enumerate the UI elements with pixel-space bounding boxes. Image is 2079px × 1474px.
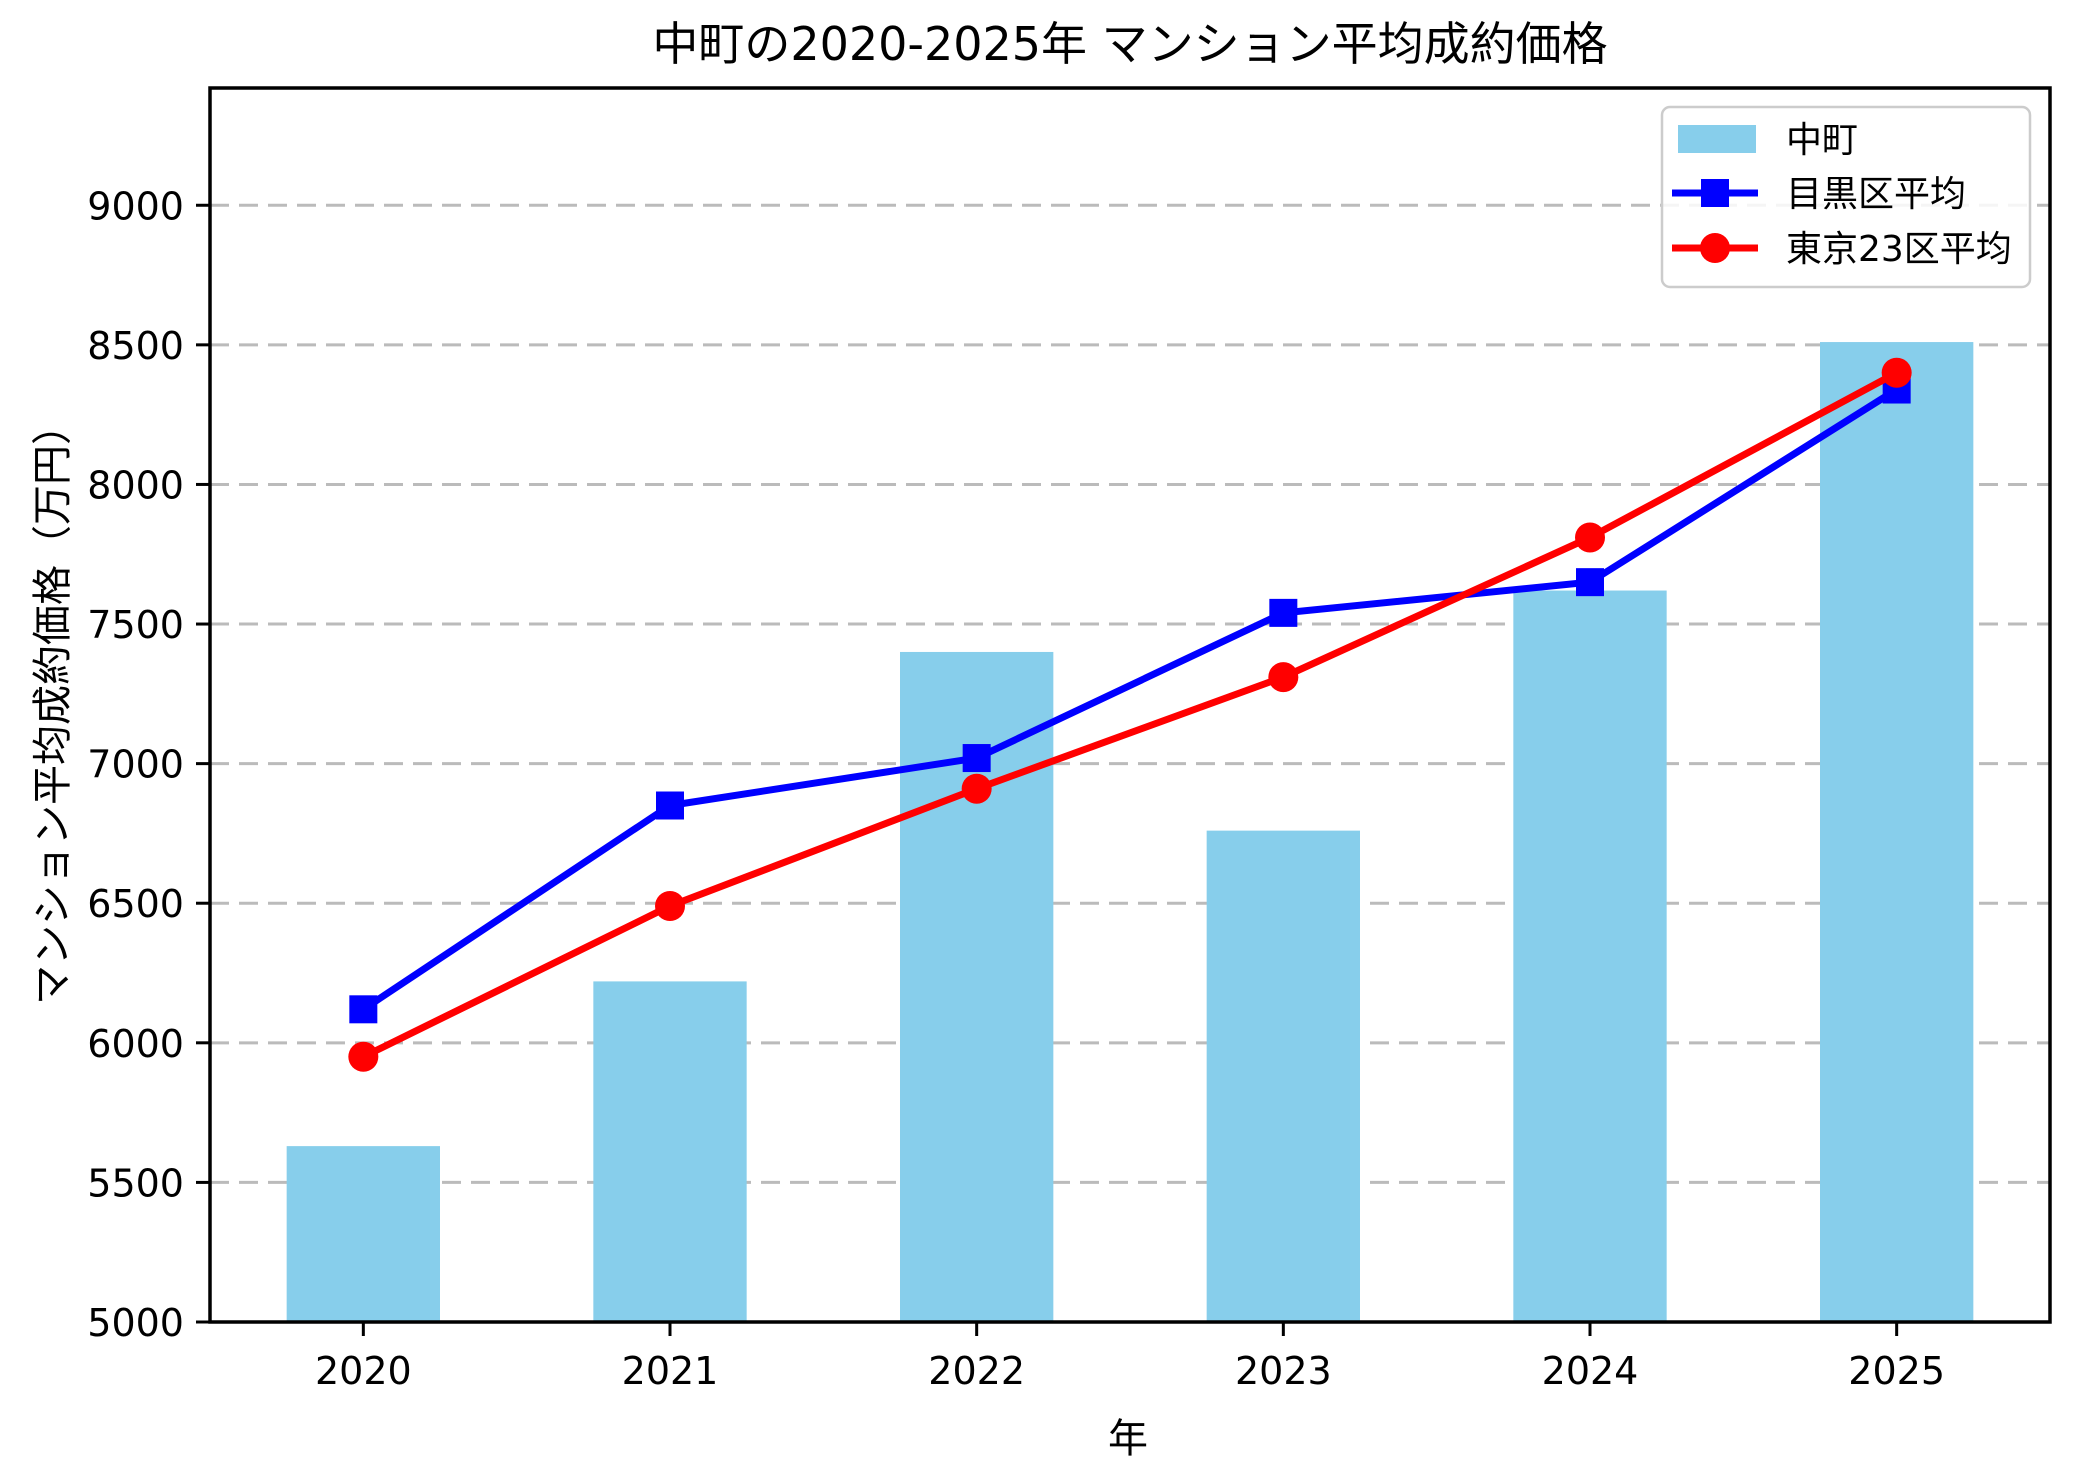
y-tick-label-5000: 5000 xyxy=(87,1301,184,1345)
square-marker-2023 xyxy=(1269,598,1298,627)
square-marker-2020 xyxy=(349,995,378,1024)
circle-marker-2021 xyxy=(655,891,685,922)
x-tick-label-2025: 2025 xyxy=(1848,1349,1945,1393)
y-tick-label-8500: 8500 xyxy=(87,324,184,368)
x-tick-label-2023: 2023 xyxy=(1235,1349,1332,1393)
chart-title: 中町の2020-2025年 マンション平均成約価格 xyxy=(652,17,1607,71)
legend: 中町 目黒区平均 東京23区平均 xyxy=(1660,105,2032,289)
x-tick-label-2024: 2024 xyxy=(1542,1349,1639,1393)
legend-square-marker-icon xyxy=(1701,179,1729,207)
circle-marker-2020 xyxy=(348,1041,379,1072)
circle-marker-2022 xyxy=(961,773,992,804)
bar-2021 xyxy=(593,981,747,1322)
square-marker-2024 xyxy=(1576,568,1604,597)
line-series-group xyxy=(348,357,1912,1072)
legend-label-meguro: 目黒区平均 xyxy=(1786,174,1966,215)
y-tick-label-6000: 6000 xyxy=(87,1022,184,1066)
axes-frame xyxy=(208,86,2052,1324)
circle-marker-2025 xyxy=(1881,357,1912,388)
x-axis-label: 年 xyxy=(1108,1416,1148,1462)
axis-ticks-labels: 5000 5500 6000 6500 7000 7500 8000 8500 9000 2020… xyxy=(87,184,1945,1393)
plot-border xyxy=(208,86,2052,1324)
bar-series-nakacho xyxy=(286,342,1974,1322)
square-marker-2022 xyxy=(962,744,991,773)
bar-2025 xyxy=(1820,342,1974,1322)
x-tick-label-2021: 2021 xyxy=(622,1349,719,1393)
circle-marker-2023 xyxy=(1268,662,1299,693)
bar-2023 xyxy=(1206,830,1360,1322)
gridlines xyxy=(210,203,2050,1184)
legend-circle-marker-icon xyxy=(1700,233,1730,263)
square-marker-2021 xyxy=(656,791,684,820)
legend-label-tokyo23: 東京23区平均 xyxy=(1786,229,2012,270)
x-tick-label-2020: 2020 xyxy=(315,1349,412,1393)
y-tick-label-7000: 7000 xyxy=(87,743,184,787)
x-tick-label-2022: 2022 xyxy=(928,1349,1025,1393)
y-tick-label-5500: 5500 xyxy=(87,1161,184,1205)
bar-2024 xyxy=(1513,590,1667,1322)
y-tick-label-7500: 7500 xyxy=(87,603,184,647)
legend-label-nakacho: 中町 xyxy=(1786,120,1858,161)
y-axis-label: マンション平均成約価格（万円） xyxy=(30,405,76,1005)
line-series-0 xyxy=(361,386,1899,1013)
legend-swatch-nakacho xyxy=(1678,125,1756,153)
y-tick-label-9000: 9000 xyxy=(87,184,184,228)
bar-2020 xyxy=(286,1146,440,1322)
y-tick-label-6500: 6500 xyxy=(87,882,184,926)
circle-marker-2024 xyxy=(1575,522,1605,553)
line-series-1 xyxy=(361,369,1899,1060)
y-tick-label-8000: 8000 xyxy=(87,463,184,507)
